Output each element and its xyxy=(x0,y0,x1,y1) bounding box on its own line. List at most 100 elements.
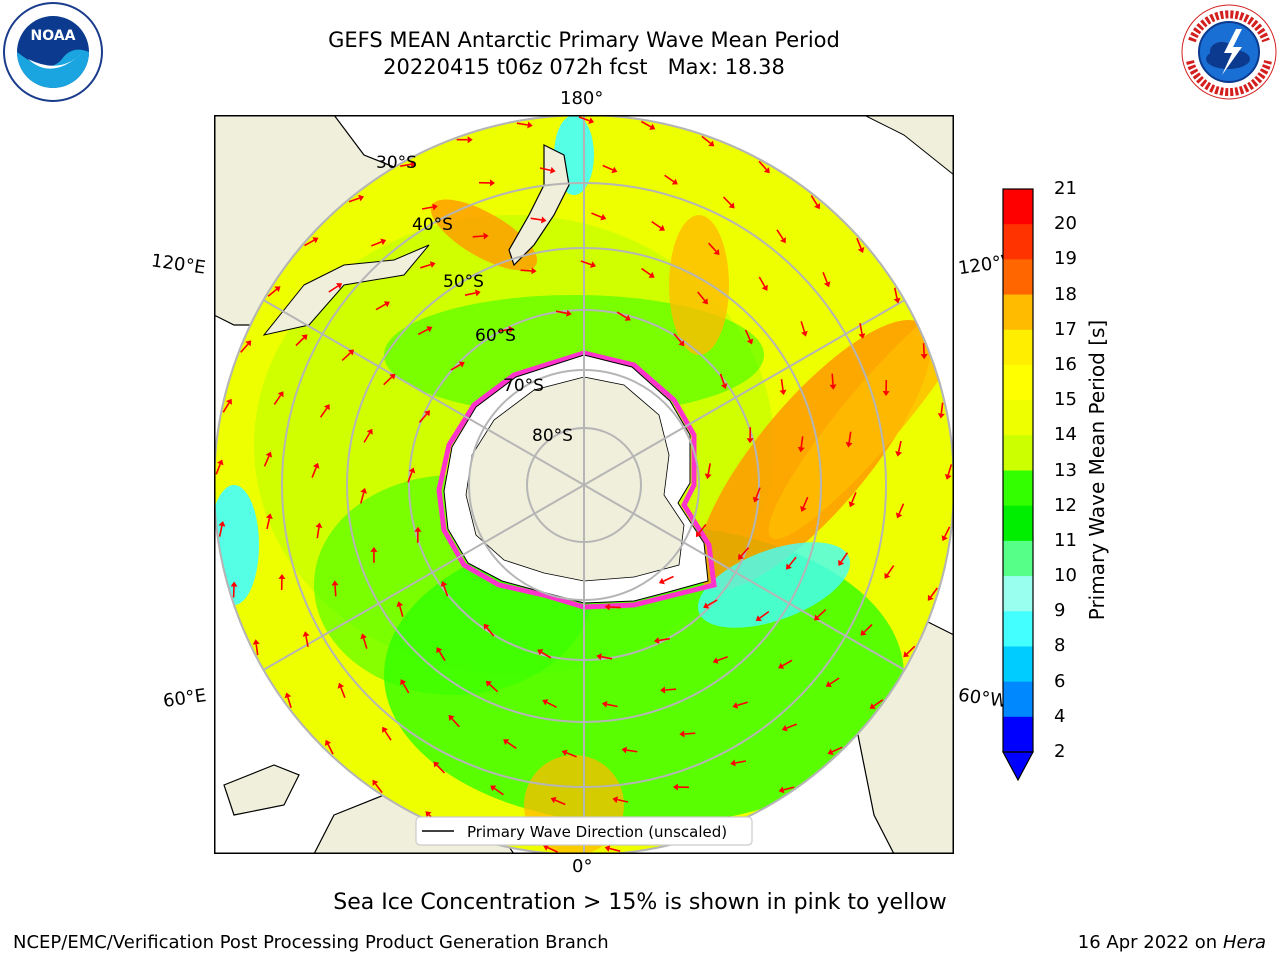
wave-arrow xyxy=(543,844,559,853)
wave-arrow xyxy=(456,136,473,144)
wave-arrow xyxy=(407,467,416,483)
wave-arrow xyxy=(371,238,387,247)
chart-subtitle: 20220415 t06z 072h fcst Max: 18.38 xyxy=(383,55,785,79)
lat-label-30s: 30°S xyxy=(376,153,417,173)
wave-arrow xyxy=(673,783,690,791)
lat-label-60s: 60°S xyxy=(475,326,516,346)
wave-arrow xyxy=(660,686,677,694)
wave-arrow xyxy=(284,692,292,709)
colorbar-band xyxy=(1003,540,1033,577)
wave-arrow xyxy=(331,580,339,597)
wave-arrow xyxy=(450,361,465,371)
lat-label-50s: 50°S xyxy=(443,272,484,292)
wave-arrow xyxy=(758,276,768,291)
colorbar-tick: 20 xyxy=(1054,213,1077,235)
wave-arrow xyxy=(640,120,656,130)
wave-arrow xyxy=(265,513,273,530)
wave-arrow xyxy=(464,289,481,297)
wave-arrow xyxy=(478,179,495,187)
wave-arrow xyxy=(490,785,504,796)
wave-arrow xyxy=(520,267,537,275)
wave-arrow xyxy=(701,135,715,147)
wave-arrow xyxy=(273,391,284,405)
map-legend: Primary Wave Direction (unscaled) xyxy=(415,816,753,846)
colorbar-band xyxy=(1003,576,1033,612)
colorbar-tick: 19 xyxy=(1054,248,1077,270)
wave-arrow xyxy=(396,601,404,617)
wave-arrow xyxy=(658,575,674,585)
wave-arrow xyxy=(418,410,430,423)
wave-arrow xyxy=(215,459,224,475)
wave-arrow xyxy=(845,431,853,448)
wave-arrow xyxy=(370,546,378,563)
colorbar-band xyxy=(1003,611,1033,647)
wave-arrow xyxy=(827,746,843,755)
colorbar-tick: 10 xyxy=(1054,565,1077,587)
footer-credit: NCEP/EMC/Verification Post Processing Pr… xyxy=(13,932,609,953)
wave-arrow xyxy=(278,574,286,591)
wave-arrow xyxy=(869,699,884,709)
lat-label-70s: 70°S xyxy=(503,376,544,396)
wave-arrow xyxy=(604,845,621,852)
wave-arrow xyxy=(722,196,735,209)
lat-label-40s: 40°S xyxy=(412,215,453,235)
nws-logo xyxy=(1180,3,1278,101)
wave-arrow xyxy=(483,623,495,637)
wave-arrow xyxy=(779,379,787,396)
wave-arrow xyxy=(800,496,809,512)
wave-direction-arrows xyxy=(215,116,953,853)
wave-arrow xyxy=(602,164,618,174)
wave-arrow xyxy=(858,322,866,339)
colorbar-tick: 12 xyxy=(1054,494,1077,516)
wave-arrow xyxy=(222,398,232,413)
wave-arrow xyxy=(537,649,552,659)
wave-arrow xyxy=(621,746,638,754)
wave-arrow xyxy=(324,739,334,755)
land-madagascar xyxy=(223,764,300,816)
wave-arrow xyxy=(328,283,343,293)
wave-arrow xyxy=(372,779,383,794)
wave-arrow xyxy=(712,656,728,664)
wave-arrow xyxy=(498,326,514,333)
svg-text:NOAA: NOAA xyxy=(31,28,76,44)
wave-arrow xyxy=(944,464,953,480)
wave-arrow xyxy=(664,174,678,185)
lon-label-left-lower: 60°E xyxy=(161,685,208,712)
wave-arrow xyxy=(348,194,364,203)
wave-arrow xyxy=(825,677,840,687)
wave-arrow xyxy=(516,121,533,129)
wave-arrow xyxy=(295,334,308,347)
lon-label-top: 180° xyxy=(560,88,604,109)
wave-arrow xyxy=(240,340,252,353)
colorbar-band xyxy=(1003,716,1033,753)
colorbar-tick: 16 xyxy=(1054,353,1077,375)
colorbar-band xyxy=(1003,224,1033,260)
wave-arrow xyxy=(695,524,707,538)
wave-arrow xyxy=(472,232,489,240)
colorbar-label: Primary Wave Mean Period [s] xyxy=(1085,319,1109,621)
wave-arrow xyxy=(591,212,607,221)
colorbar-band xyxy=(1003,189,1033,225)
wave-arrow xyxy=(218,521,226,537)
colorbar-tick: 8 xyxy=(1054,635,1066,657)
wave-arrow xyxy=(730,759,747,767)
wave-arrow xyxy=(616,311,631,321)
wave-arrow xyxy=(781,723,797,732)
chart-title: GEFS MEAN Antarctic Primary Wave Mean Pe… xyxy=(328,28,840,52)
wave-arrow xyxy=(848,492,857,508)
wave-arrow xyxy=(719,373,728,389)
wave-arrow xyxy=(752,487,761,503)
wave-arrow xyxy=(641,267,655,278)
wave-arrow xyxy=(893,287,901,304)
wave-arrow xyxy=(400,679,410,694)
wave-arrow xyxy=(673,333,685,347)
wave-arrow xyxy=(778,786,795,794)
wave-arrow xyxy=(920,343,928,360)
wave-arrow xyxy=(503,739,517,750)
colorbar-tick: 2 xyxy=(1054,741,1066,762)
wave-arrow xyxy=(654,637,670,644)
wave-arrow xyxy=(744,329,754,345)
wave-arrow xyxy=(417,326,433,336)
wave-arrow xyxy=(363,428,373,443)
wave-arrow xyxy=(341,349,354,361)
